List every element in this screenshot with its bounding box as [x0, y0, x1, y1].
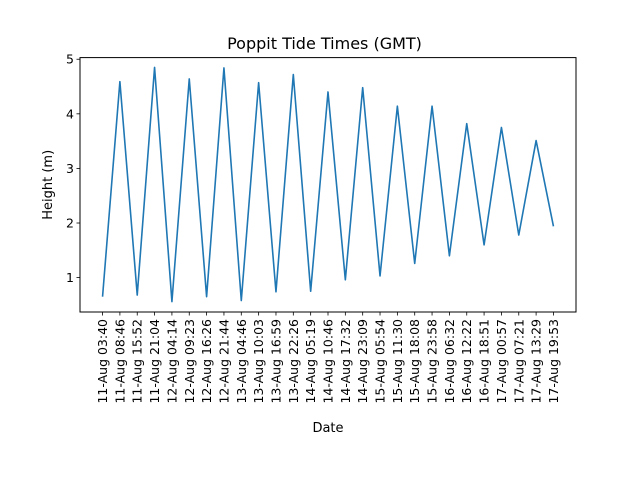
y-axis: 1 2 3 4 5: [66, 52, 80, 285]
x-tick-label: 13-Aug 10:03: [251, 319, 266, 404]
x-tick-label: 14-Aug 17:32: [338, 319, 353, 404]
y-tick-label: 3: [66, 161, 74, 176]
x-tick-label: 15-Aug 05:54: [373, 319, 388, 404]
y-tick-label: 1: [66, 270, 74, 285]
x-axis-label: Date: [312, 421, 343, 436]
x-tick-label: 15-Aug 23:58: [425, 319, 440, 404]
x-tick-label: 12-Aug 21:44: [216, 319, 231, 404]
y-tick-label: 2: [66, 216, 74, 231]
x-tick-label: 11-Aug 21:04: [147, 319, 162, 404]
x-tick-label: 15-Aug 11:30: [390, 319, 405, 404]
tide-height-line: [101, 66, 555, 303]
x-tick-label: 17-Aug 07:21: [511, 319, 526, 404]
x-tick-label: 12-Aug 09:23: [182, 319, 197, 404]
x-tick-label: 17-Aug 00:57: [494, 319, 509, 404]
x-tick-label: 13-Aug 04:46: [234, 319, 249, 404]
x-tick-label: 12-Aug 04:14: [164, 319, 179, 404]
x-tick-label: 14-Aug 05:19: [303, 319, 318, 404]
x-tick-label: 12-Aug 16:26: [199, 319, 214, 404]
x-tick-label: 11-Aug 03:40: [95, 319, 110, 404]
y-axis-label: Height (m): [41, 150, 56, 220]
x-tick-label: 14-Aug 23:09: [355, 319, 370, 404]
x-axis: 11-Aug 03:40 11-Aug 08:46 11-Aug 15:52 11-A…: [95, 312, 561, 404]
x-tick-label: 13-Aug 22:26: [286, 319, 301, 404]
x-tick-label: 11-Aug 15:52: [130, 319, 145, 404]
x-tick-label: 14-Aug 10:46: [321, 319, 336, 404]
y-tick-label: 4: [66, 106, 74, 121]
x-tick-label: 15-Aug 18:08: [407, 319, 422, 404]
x-tick-label: 17-Aug 19:53: [546, 319, 561, 404]
chart-title: Poppit Tide Times (GMT): [227, 34, 422, 53]
x-tick-label: 17-Aug 13:29: [529, 319, 544, 404]
y-tick-label: 5: [66, 52, 74, 67]
x-tick-label: 16-Aug 12:22: [459, 319, 474, 404]
x-tick-label: 16-Aug 06:32: [442, 319, 457, 404]
x-tick-label: 13-Aug 16:59: [268, 319, 283, 404]
x-tick-label: 11-Aug 08:46: [112, 319, 127, 404]
x-tick-label: 16-Aug 18:51: [477, 319, 492, 404]
